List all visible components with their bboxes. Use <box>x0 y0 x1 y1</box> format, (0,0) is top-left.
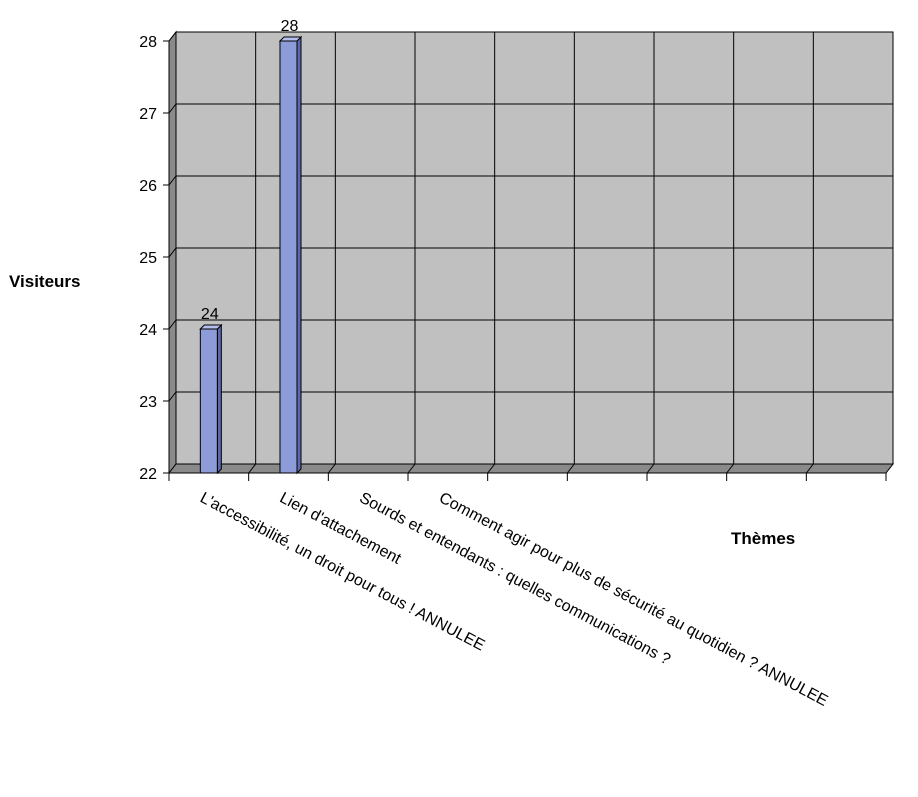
plot-floor <box>167 463 895 474</box>
x-gridline-floor <box>805 463 814 474</box>
x-category-label: Comment agir pour plus de sécurité au qu… <box>436 490 830 710</box>
x-gridline-floor <box>566 463 575 474</box>
y-gridline-side <box>168 319 177 330</box>
y-gridline-side <box>168 103 177 114</box>
bar <box>199 328 218 474</box>
x-category-label: L'accessibilité, un droit pour tous ! AN… <box>197 490 487 655</box>
bar <box>279 40 298 474</box>
y-tick-label: 25 <box>139 250 157 267</box>
x-gridline-floor <box>327 463 336 474</box>
x-gridline-floor <box>726 463 735 474</box>
x-gridline-floor <box>646 463 655 474</box>
bar-top <box>278 36 303 42</box>
y-tick-label: 26 <box>139 178 157 195</box>
x-axis-title: Thèmes <box>731 529 796 548</box>
y-gridline-side <box>168 247 177 258</box>
y-gridline-side <box>168 391 177 402</box>
y-tick-label: 27 <box>139 106 157 123</box>
y-tick-label: 23 <box>139 394 157 411</box>
y-gridline-side <box>168 175 177 186</box>
bar-side <box>296 35 302 475</box>
y-tick-label: 22 <box>139 466 157 483</box>
x-gridline-floor <box>407 463 416 474</box>
y-tick-label: 24 <box>139 322 157 339</box>
bar-top <box>199 324 223 330</box>
x-gridline-floor <box>248 463 257 474</box>
bar-data-label: 24 <box>201 306 219 323</box>
bar-data-label: 28 <box>281 18 299 35</box>
x-gridline-floor <box>487 463 496 474</box>
y-gridline-side <box>168 31 177 42</box>
x-category-label: Sourds et entendants : quelles communica… <box>356 490 673 669</box>
y-axis-title: Visiteurs <box>9 272 81 291</box>
y-tick-label: 28 <box>139 34 157 51</box>
bar-side <box>216 323 222 475</box>
